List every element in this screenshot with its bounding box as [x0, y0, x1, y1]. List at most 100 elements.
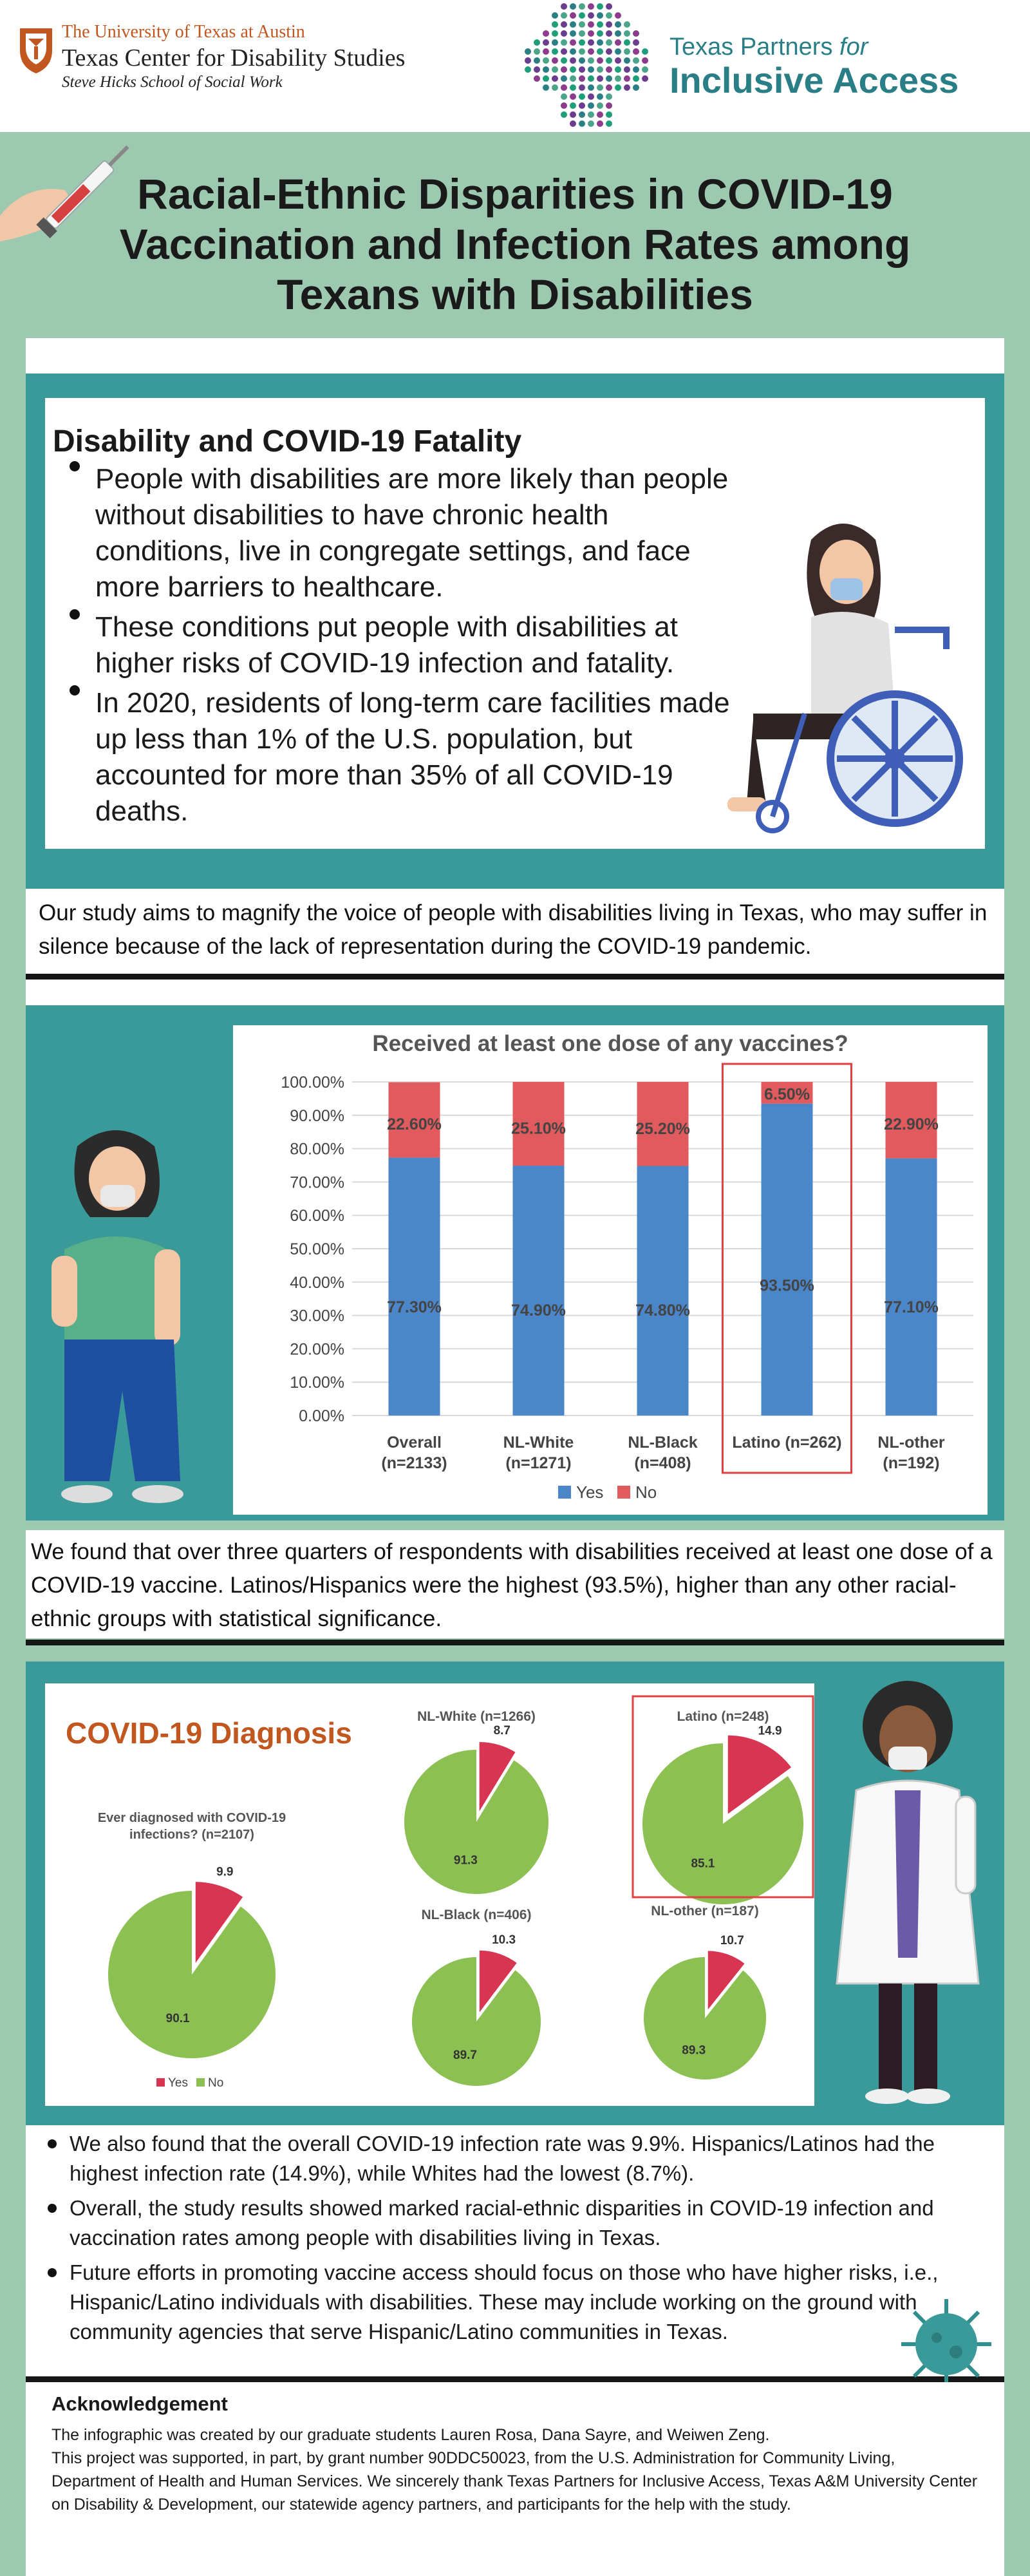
logo-dot: [579, 48, 585, 55]
logo-dot: [579, 111, 585, 118]
logo-dot: [552, 12, 558, 19]
x-tick-label: (n=2133): [381, 1454, 447, 1472]
y-tick-label: 80.00%: [290, 1141, 344, 1159]
logo-dot: [561, 66, 567, 73]
logo-dot: [588, 12, 594, 19]
logo-dot: [597, 21, 603, 28]
partner-name-part1: Texas Partners: [670, 33, 833, 61]
chart-title: Received at least one dose of any vaccin…: [372, 1031, 848, 1056]
logo-dot: [579, 66, 585, 73]
partner-for: for: [839, 33, 868, 61]
logo-dot: [642, 57, 648, 64]
logo-dot: [525, 66, 531, 73]
logo-dot: [597, 84, 603, 91]
logo-dot: [606, 84, 612, 91]
data-label: 74.90%: [511, 1302, 566, 1320]
spacer-band: [26, 338, 1004, 374]
findings-panel: We also found that the overall COVID-19 …: [26, 2125, 1004, 2376]
logo-dot: [588, 120, 594, 127]
logo-dot: [543, 57, 549, 64]
logo-dot: [588, 30, 594, 37]
logo-dot: [561, 30, 567, 37]
logo-dot: [642, 75, 648, 82]
pie-slice-yes: [706, 1949, 747, 2014]
bar-yes: [512, 1166, 565, 1416]
logo-dot: [552, 48, 558, 55]
data-label: 25.10%: [511, 1120, 566, 1138]
y-tick-label: 40.00%: [290, 1274, 344, 1292]
y-tick-label: 50.00%: [290, 1240, 344, 1258]
logo-dot: [615, 48, 621, 55]
logo-dot: [588, 111, 594, 118]
spacer-band: [26, 980, 1004, 1005]
logo-dot: [570, 93, 576, 100]
divider: [26, 974, 1004, 980]
title-line-1: Racial-Ethnic Disparities in COVID-19: [137, 170, 893, 218]
logo-dot: [552, 84, 558, 91]
findings-list: We also found that the overall COVID-19 …: [39, 2129, 985, 2352]
data-label: 22.60%: [387, 1115, 442, 1133]
x-tick-label: (n=408): [634, 1454, 691, 1472]
logo-dot: [624, 75, 630, 82]
logo-dot: [543, 39, 549, 46]
fatality-bullet: People with disabilities are more likely…: [64, 461, 740, 605]
virus-icon: [901, 2299, 991, 2389]
ut-shield-icon: [20, 28, 52, 73]
logo-dot: [615, 84, 621, 91]
logo-dot: [561, 111, 567, 118]
center-name: Texas Center for Disability Studies: [62, 44, 406, 71]
logo-dot: [570, 102, 576, 109]
logo-dot: [543, 75, 549, 82]
logo-dot: [606, 102, 612, 109]
legend-swatch: [156, 2078, 165, 2087]
legend-label: Yes: [576, 1482, 603, 1502]
logo-dot: [606, 21, 612, 28]
pie-title: NL-other (n=187): [651, 1904, 758, 1918]
pie-slice-yes: [726, 1734, 793, 1817]
logo-dot: [534, 48, 540, 55]
bar-no: [512, 1082, 565, 1166]
logo-dot: [597, 30, 603, 37]
pie-label-yes: 10.7: [720, 1934, 744, 1947]
logo-dot: [588, 66, 594, 73]
logo-dot: [615, 75, 621, 82]
university-name: The University of Texas at Austin: [62, 22, 305, 42]
logo-dot: [570, 84, 576, 91]
logo-dot: [525, 57, 531, 64]
logo-dot: [579, 12, 585, 19]
logo-dot: [624, 21, 630, 28]
pie-label-no: 91.3: [454, 1853, 478, 1867]
logo-dot: [633, 48, 639, 55]
pie-slice-no: [404, 1750, 548, 1894]
pie-label-yes: 8.7: [494, 1724, 510, 1738]
pie-slice-yes: [478, 1949, 519, 2016]
logo-dot: [570, 66, 576, 73]
logo-dot: [570, 3, 576, 10]
logo-dot: [606, 30, 612, 37]
logo-dot: [588, 39, 594, 46]
logo-dot: [624, 39, 630, 46]
logo-dot: [606, 57, 612, 64]
pie-title: NL-Black (n=406): [422, 1908, 532, 1922]
legend-swatch: [558, 1486, 571, 1499]
logo-dot: [642, 48, 648, 55]
x-tick-label: NL-White: [503, 1434, 574, 1452]
logo-dot: [615, 66, 621, 73]
logo-dot: [606, 39, 612, 46]
logo-dot: [597, 57, 603, 64]
logo-dot: [633, 66, 639, 73]
pie-slice-yes: [194, 1880, 245, 1967]
logo-dot: [570, 75, 576, 82]
x-tick-label: Latino (n=262): [732, 1434, 841, 1452]
logo-dot: [561, 102, 567, 109]
x-tick-label: NL-other: [877, 1434, 944, 1452]
logo-dot: [579, 120, 585, 127]
logo-dot: [597, 111, 603, 118]
logo-dot: [561, 84, 567, 91]
logo-dot: [579, 75, 585, 82]
data-label: 25.20%: [635, 1120, 690, 1138]
data-label: 22.90%: [884, 1115, 939, 1133]
x-tick-label: (n=1271): [505, 1454, 571, 1472]
logo-dot: [543, 48, 549, 55]
logo-dot: [534, 39, 540, 46]
